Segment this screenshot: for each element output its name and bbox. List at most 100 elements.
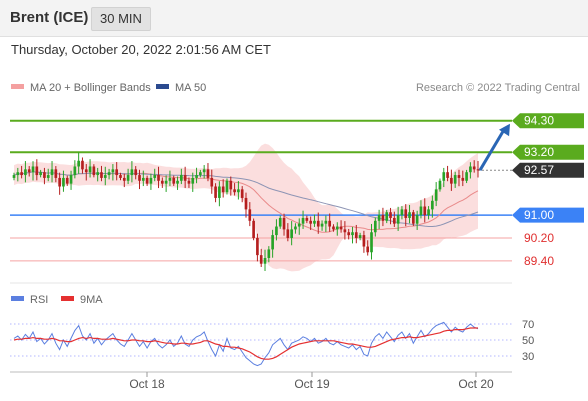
rsi-line: [13, 321, 479, 367]
candle: [65, 175, 69, 186]
candle: [248, 202, 252, 227]
candle-body: [297, 223, 301, 227]
candle-body: [134, 169, 138, 176]
candle: [111, 164, 115, 181]
forecast-arrow: [478, 123, 510, 171]
candle: [392, 211, 396, 227]
candle: [431, 195, 434, 218]
candle: [275, 219, 278, 241]
rsi-legend-swatch: [11, 296, 24, 301]
candle-body: [339, 226, 343, 230]
candle: [400, 206, 404, 220]
candle: [343, 221, 347, 240]
candle: [347, 228, 351, 240]
candle-body: [237, 189, 240, 193]
candle-body: [69, 175, 73, 184]
candle-body: [442, 172, 446, 181]
candle-body: [210, 177, 214, 187]
candle: [218, 181, 221, 207]
candle-body: [465, 172, 468, 181]
candle-body: [408, 212, 411, 218]
ma50-line: [13, 171, 479, 227]
candle-body: [115, 169, 119, 176]
candle-body: [457, 175, 461, 178]
candle-body: [392, 217, 396, 224]
candle: [115, 162, 119, 181]
candle-body: [176, 180, 179, 184]
candle: [195, 167, 198, 184]
candle-body: [263, 257, 267, 264]
candle: [24, 161, 27, 183]
candle: [20, 165, 23, 179]
candle-body: [453, 175, 457, 184]
candle: [107, 168, 111, 180]
candle: [351, 226, 354, 244]
candle-body: [96, 172, 100, 176]
candle: [164, 175, 168, 192]
candle: [134, 166, 138, 180]
candle: [389, 207, 392, 225]
candle: [366, 240, 370, 256]
candle: [210, 169, 214, 194]
candle-body: [278, 217, 282, 227]
candle-body: [145, 177, 149, 184]
candle: [130, 161, 134, 183]
candle: [206, 163, 210, 182]
candle: [62, 170, 65, 192]
candle-body: [206, 169, 210, 178]
candle-body: [84, 169, 88, 173]
candle-body: [377, 215, 381, 221]
level-label-90-20: 90.20: [524, 231, 554, 245]
candle-body: [225, 180, 229, 193]
candle-body: [373, 220, 377, 233]
candle-body: [427, 209, 430, 216]
candle: [176, 176, 179, 190]
candle: [126, 168, 130, 185]
candle-body: [412, 212, 415, 224]
candle-body: [62, 177, 65, 187]
candle-body: [31, 166, 35, 173]
candle-body: [65, 177, 69, 184]
candle: [168, 170, 172, 187]
candle-body: [396, 215, 400, 224]
candle: [16, 167, 20, 182]
candle-body: [415, 215, 419, 224]
candle-body: [81, 160, 84, 170]
candle: [31, 161, 35, 181]
candle: [267, 246, 271, 263]
level-label-93-20: 93.20: [524, 145, 554, 159]
candle-body: [316, 220, 320, 227]
candle-body: [446, 172, 449, 178]
rsi-tick-label: 50: [522, 335, 534, 347]
candle: [404, 204, 408, 227]
candle-body: [35, 166, 39, 176]
candle: [81, 157, 84, 174]
candle: [157, 166, 160, 189]
candle: [96, 167, 100, 182]
candle: [271, 229, 274, 258]
candle: [100, 165, 103, 182]
candle: [427, 206, 430, 220]
candle-body: [202, 169, 206, 173]
candle: [453, 171, 457, 188]
rsi-panel: 30 50 70: [10, 319, 534, 367]
candle-body: [119, 175, 122, 178]
candle-body: [199, 172, 202, 176]
candle-body: [343, 229, 347, 233]
candle-body: [149, 177, 153, 184]
candle-body: [164, 180, 168, 184]
candle: [122, 173, 126, 188]
candle-body: [46, 175, 50, 178]
candle: [180, 168, 183, 185]
candle: [313, 214, 316, 227]
candle: [27, 166, 31, 177]
candle-body: [54, 169, 58, 178]
candle: [229, 176, 233, 196]
candle-body: [419, 206, 423, 216]
candle-body: [126, 175, 130, 181]
level-tag-91-00: [512, 207, 584, 223]
timeframe-button[interactable]: 30 MIN: [91, 7, 151, 31]
ma50-legend-label: MA 50: [175, 82, 206, 94]
candle-body: [221, 186, 225, 193]
candle: [354, 224, 358, 244]
